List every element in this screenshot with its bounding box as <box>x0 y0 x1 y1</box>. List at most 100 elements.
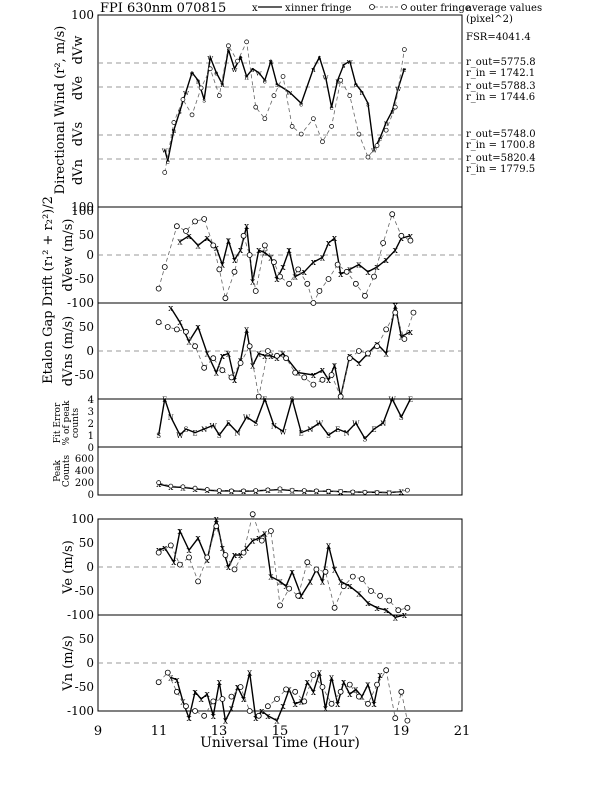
dVns-inner-point: x <box>393 301 398 311</box>
dir-letter-point: e <box>402 66 406 74</box>
dir-letter-point: s <box>251 66 255 74</box>
Ve-inner-line <box>158 518 405 619</box>
dVns-outer-point <box>392 309 399 316</box>
figure-title: FPI 630nm 070815 <box>100 1 226 16</box>
fit-letter-point: N <box>271 422 277 430</box>
dir-outer-point <box>311 116 316 122</box>
dvew-tick: -100 <box>67 296 94 310</box>
dVns-inner-point: x <box>262 352 267 362</box>
dVns-outer-point <box>301 374 308 381</box>
dir-letter-point: w <box>395 85 401 93</box>
dVns-outer-point <box>355 348 362 354</box>
panel-peak-counts <box>97 446 463 496</box>
dVew-outer-point <box>343 268 350 275</box>
dVew-outer-point <box>407 237 414 244</box>
Ve-outer-point <box>222 552 229 558</box>
peak-outer-point <box>374 490 380 495</box>
dir-letter-point: n <box>244 73 249 81</box>
dVew-outer-line <box>158 213 411 305</box>
Vn-outer-point <box>192 708 198 714</box>
legend-avg-line1: average values <box>466 3 542 14</box>
dVns-outer-point <box>319 376 326 383</box>
Vn-inner-point: x <box>305 678 310 688</box>
fit-letter-point: S <box>326 432 331 440</box>
dVew-outer-point <box>271 259 277 266</box>
Ve-inner-point: x <box>332 565 337 575</box>
dir-letter-point: w <box>286 89 292 97</box>
dir-letter-point: w <box>371 146 377 154</box>
Vn-inner-point: x <box>317 669 322 679</box>
Vn-inner-point: x <box>274 717 279 727</box>
dVns-outer-point <box>164 324 171 330</box>
dvns-tick: 0 <box>86 344 94 358</box>
dir-outer-point <box>235 58 240 64</box>
dir-letter-point: e <box>166 158 170 166</box>
dVew-outer-point <box>231 268 238 275</box>
dVew-inner-point: x <box>250 277 255 287</box>
dVns-inner-point: x <box>220 352 225 362</box>
ylabel-dvns: dVns (m/s) <box>61 316 76 386</box>
dVns-inner-point: x <box>226 349 231 359</box>
Vn-outer-point <box>365 700 371 707</box>
ve-tick: -100 <box>67 608 94 622</box>
peak-tick: 400 <box>75 466 94 477</box>
dir-letter-point: n <box>384 120 389 128</box>
dVew-outer-point <box>316 288 323 294</box>
Vn-inner-point: x <box>174 676 179 686</box>
dVew-inner-point: x <box>262 249 267 259</box>
dvew-ticks: 100 50 0 -50 -100 <box>67 204 94 310</box>
ylabel-dvn: dVn <box>71 158 86 185</box>
dVew-inner-point: x <box>256 246 261 256</box>
Ve-inner-point: x <box>347 582 352 592</box>
dVns-outer-point <box>410 309 417 316</box>
dir-outer-point <box>207 66 213 72</box>
fit-letter-point: S <box>217 432 222 440</box>
dVns-outer-point <box>383 326 390 333</box>
dVns-inner-point: x <box>408 328 413 338</box>
legend-outer-marker-left <box>369 4 375 10</box>
Vn-outer-point <box>219 696 226 702</box>
dvns-tick: -50 <box>75 368 94 382</box>
peak-outer-point <box>180 484 186 490</box>
Vn-outer-point <box>283 686 289 693</box>
Ve-inner-point: x <box>356 589 361 599</box>
dVew-inner-point: x <box>408 232 413 242</box>
Vn-inner-point: x <box>211 712 216 722</box>
Ve-outer-point <box>404 604 411 611</box>
dir-outer-point <box>320 139 325 145</box>
dir-letter-point: e <box>354 81 358 89</box>
dVew-inner-point: x <box>365 268 370 278</box>
dir-inner-line <box>164 49 406 162</box>
dir-letter-point: n <box>311 66 316 74</box>
dVew-inner-point: x <box>393 246 398 256</box>
dir-letter-point: e <box>214 70 218 78</box>
Vn-inner-point: x <box>341 678 346 688</box>
Vn-outer-point <box>264 703 271 710</box>
fit-letter-point: W <box>176 432 184 440</box>
dir-letter-point: w <box>347 58 353 66</box>
dVew-outer-point <box>201 216 208 222</box>
dVns-inner-point: x <box>214 369 219 379</box>
dir-outer-point <box>280 74 286 79</box>
Vn-outer-point <box>328 700 335 707</box>
dVew-inner-point: x <box>287 246 292 256</box>
dVns-outer-point <box>237 360 244 366</box>
dVns-inner-point: x <box>268 352 273 362</box>
dVew-inner-point: x <box>232 256 237 266</box>
Ve-outer-point <box>377 592 384 599</box>
Vn-outer-point <box>398 688 405 695</box>
Ve-outer-point <box>176 561 183 568</box>
Ve-inner-point: x <box>256 534 261 544</box>
ylabel-ve: Ve (m/s) <box>61 540 76 595</box>
x-ticks: 9 11 13 15 17 19 21 <box>94 724 470 739</box>
ve-tick: 50 <box>79 536 94 550</box>
dvew-tick: 50 <box>79 228 94 242</box>
dir-letter-point: e <box>329 104 333 112</box>
fit-letter-point: E <box>299 430 304 438</box>
dVew-outer-point <box>310 300 317 306</box>
Vn-inner-point: x <box>259 707 264 717</box>
fit-letter-point: S <box>363 436 368 444</box>
dVew-outer-point <box>252 288 259 294</box>
dVew-inner-line <box>179 226 411 282</box>
fit-letter-point: S <box>290 396 295 404</box>
